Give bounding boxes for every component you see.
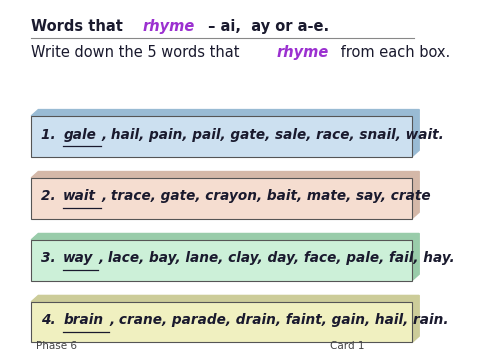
Text: way: way	[64, 251, 94, 266]
Text: , hail, pain, pail, gate, sale, race, snail, wait.: , hail, pain, pail, gate, sale, race, sn…	[101, 127, 444, 142]
Polygon shape	[412, 172, 419, 218]
Text: from each box.: from each box.	[336, 45, 450, 59]
Text: gale: gale	[64, 127, 96, 142]
Text: rhyme: rhyme	[276, 45, 328, 59]
Text: Write down the 5 words that: Write down the 5 words that	[31, 45, 244, 59]
Text: – ai,  ay or a-e.: – ai, ay or a-e.	[203, 19, 329, 34]
Text: Words that: Words that	[31, 19, 128, 34]
Polygon shape	[31, 110, 419, 116]
Text: , lace, bay, lane, clay, day, face, pale, fail, hay.: , lace, bay, lane, clay, day, face, pale…	[98, 251, 455, 266]
Text: rhyme: rhyme	[142, 19, 195, 34]
Text: Card 1: Card 1	[330, 341, 364, 351]
Polygon shape	[412, 110, 419, 156]
Text: wait: wait	[64, 189, 96, 204]
Polygon shape	[412, 295, 419, 343]
FancyBboxPatch shape	[31, 116, 412, 156]
Polygon shape	[412, 234, 419, 280]
Polygon shape	[31, 295, 419, 302]
Polygon shape	[31, 234, 419, 240]
Text: , crane, parade, drain, faint, gain, hail, rain.: , crane, parade, drain, faint, gain, hai…	[110, 313, 449, 327]
FancyBboxPatch shape	[31, 178, 412, 218]
Text: brain: brain	[64, 313, 104, 327]
Text: Phase 6: Phase 6	[36, 341, 76, 351]
Text: 2.: 2.	[41, 189, 60, 204]
Text: 1.: 1.	[41, 127, 60, 142]
Polygon shape	[31, 172, 419, 178]
Text: , trace, gate, crayon, bait, mate, say, crate: , trace, gate, crayon, bait, mate, say, …	[101, 189, 431, 204]
Text: 3.: 3.	[41, 251, 60, 266]
FancyBboxPatch shape	[31, 302, 412, 343]
Text: 4.: 4.	[41, 313, 60, 327]
FancyBboxPatch shape	[31, 240, 412, 280]
